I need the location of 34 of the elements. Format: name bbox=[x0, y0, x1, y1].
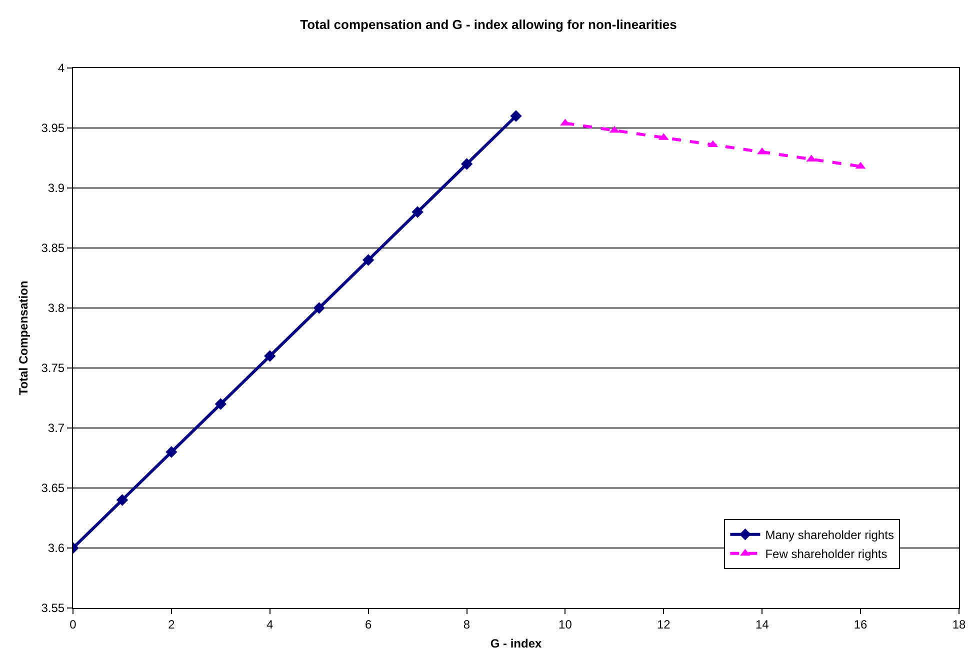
y-axis-title: Total Compensation bbox=[16, 280, 31, 396]
x-tick-label: 10 bbox=[558, 617, 572, 632]
y-tick-label: 3.85 bbox=[41, 241, 65, 256]
point bbox=[362, 254, 374, 266]
point bbox=[264, 350, 276, 362]
x-tick-label: 6 bbox=[364, 617, 372, 632]
y-tick-label: 3.9 bbox=[48, 181, 65, 196]
x-axis-title: G - index bbox=[490, 636, 542, 650]
x-tick-label: 0 bbox=[70, 617, 77, 632]
y-tick-label: 3.55 bbox=[41, 601, 65, 616]
point bbox=[510, 110, 522, 122]
legend-label: Many shareholder rights bbox=[765, 528, 894, 542]
point bbox=[460, 158, 473, 170]
x-tick-label: 12 bbox=[656, 617, 671, 632]
chart-title: Total compensation and G - index allowing for non-linearities bbox=[300, 17, 677, 32]
x-tick-label: 8 bbox=[463, 617, 470, 632]
point bbox=[116, 494, 128, 506]
legend-label: Few shareholder rights bbox=[765, 547, 888, 562]
y-tick-label: 3.8 bbox=[48, 301, 65, 316]
y-tick-label: 3.65 bbox=[41, 481, 65, 496]
x-tick-label: 4 bbox=[266, 617, 274, 632]
y-tick-label: 3.95 bbox=[41, 121, 65, 136]
y-tick-label: 3.75 bbox=[41, 361, 65, 376]
point bbox=[166, 446, 178, 458]
x-tick-label: 18 bbox=[952, 617, 966, 632]
x-tick-label: 2 bbox=[168, 617, 176, 632]
y-tick-label: 4 bbox=[58, 61, 65, 76]
x-tick-label: 14 bbox=[755, 617, 770, 632]
point bbox=[412, 206, 424, 218]
point bbox=[214, 398, 227, 410]
y-tick-label: 3.6 bbox=[48, 541, 65, 556]
point bbox=[313, 302, 325, 314]
y-tick-label: 3.7 bbox=[48, 421, 65, 436]
x-tick-label: 16 bbox=[854, 617, 868, 632]
